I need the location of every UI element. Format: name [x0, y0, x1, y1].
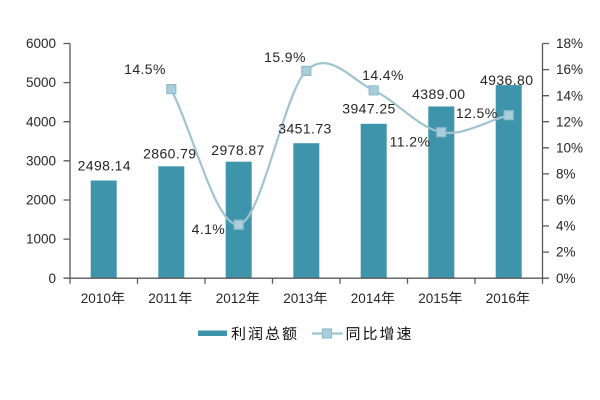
svg-text:16%: 16% — [556, 62, 583, 77]
svg-text:4936.80: 4936.80 — [480, 72, 533, 88]
svg-text:14.4%: 14.4% — [362, 67, 404, 83]
svg-text:4.1%: 4.1% — [192, 221, 226, 237]
svg-text:2860.79: 2860.79 — [143, 145, 196, 161]
svg-text:4000: 4000 — [26, 114, 56, 129]
svg-text:14%: 14% — [556, 88, 583, 103]
svg-text:3947.25: 3947.25 — [342, 101, 395, 117]
svg-text:14.5%: 14.5% — [124, 61, 166, 77]
svg-text:6000: 6000 — [26, 36, 56, 51]
svg-text:12.5%: 12.5% — [456, 105, 498, 121]
svg-text:2011: 2011 — [148, 291, 177, 306]
svg-text:0: 0 — [48, 271, 56, 286]
svg-text:12%: 12% — [556, 114, 583, 129]
svg-text:4389.00: 4389.00 — [412, 86, 465, 102]
svg-text:10%: 10% — [556, 140, 583, 155]
svg-text:3000: 3000 — [26, 153, 56, 168]
svg-text:5000: 5000 — [26, 75, 56, 90]
svg-text:2%: 2% — [556, 245, 576, 260]
svg-text:18%: 18% — [556, 36, 583, 51]
svg-text:3451.73: 3451.73 — [278, 121, 331, 137]
svg-text:11.2%: 11.2% — [390, 134, 431, 150]
svg-text:2012: 2012 — [216, 291, 246, 306]
svg-text:0%: 0% — [556, 271, 576, 286]
svg-text:2010: 2010 — [81, 291, 111, 306]
svg-text:2013: 2013 — [283, 291, 313, 306]
svg-text:8%: 8% — [556, 167, 576, 182]
svg-text:4%: 4% — [556, 219, 576, 234]
svg-text:6%: 6% — [556, 193, 576, 208]
svg-text:2498.14: 2498.14 — [78, 158, 131, 174]
svg-text:2016: 2016 — [486, 291, 516, 306]
svg-text:2978.87: 2978.87 — [211, 142, 264, 158]
svg-text:2014: 2014 — [351, 291, 382, 306]
svg-text:2000: 2000 — [26, 193, 56, 208]
svg-text:2015: 2015 — [418, 291, 448, 306]
svg-text:1000: 1000 — [26, 232, 56, 247]
svg-text:15.9%: 15.9% — [264, 49, 306, 65]
